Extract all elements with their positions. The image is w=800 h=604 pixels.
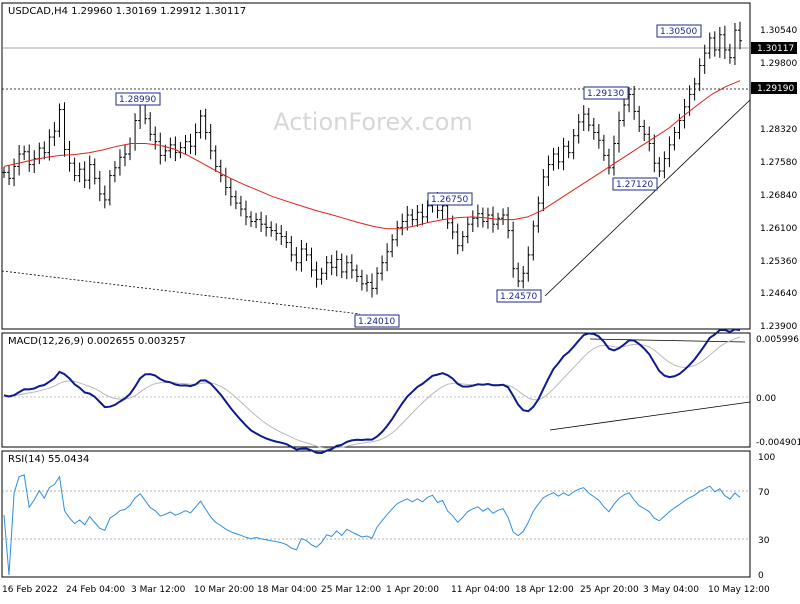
annotation-1-27120: 1.27120: [616, 180, 653, 190]
x-label-16-feb-2022: 16 Feb 2022: [2, 585, 58, 595]
annotation-1-24570: 1.24570: [500, 292, 537, 302]
x-label-25-apr-20-00: 25 Apr 20:00: [580, 585, 639, 595]
x-axis: 16 Feb 2022 24 Feb 04:00 3 Mar 12:00 10 …: [2, 585, 770, 595]
annotation-1-28990-box: [115, 92, 161, 106]
x-label-3-may-04-00: 3 May 04:00: [643, 585, 699, 595]
macd-tick-zero: 0.00: [756, 394, 776, 404]
rsi-tick-0: 0: [758, 571, 764, 581]
rsi-panel-title: RSI(14) 55.0434: [8, 454, 89, 465]
horizontal-line-label: 1.29190: [757, 84, 794, 94]
annotation-1-26750: 1.26750: [431, 195, 468, 205]
x-label-24-feb-04-00: 24 Feb 04:00: [66, 585, 125, 595]
rsi-tick-30: 30: [758, 536, 770, 546]
current-price-label: 1.30117: [757, 44, 794, 54]
macd-bottom-trendline: [549, 401, 751, 431]
annotation-1-29130: 1.29130: [587, 89, 624, 99]
x-label-18-apr-12-00: 18 Apr 12:00: [515, 585, 574, 595]
x-label-1-apr-20-00: 1 Apr 20:00: [386, 585, 439, 595]
macd-panel-title: MACD(12,26,9) 0.002655 0.003257: [8, 336, 186, 347]
y-tick-1-29800: 1.29800: [760, 59, 797, 69]
y-tick-1-30540: 1.30540: [760, 26, 797, 36]
y-tick-1-28320: 1.28320: [760, 125, 797, 135]
annotation-1-24010-box: [354, 314, 400, 328]
annotation-1-29130-box: [583, 86, 629, 100]
rising-support-trendline: [544, 99, 751, 297]
price-y-axis: 1.30540 1.29800 1.28320 1.27580 1.26840 …: [760, 26, 797, 332]
macd-signal-line: [3, 336, 741, 449]
x-label-11-apr-04-00: 11 Apr 04:00: [451, 585, 510, 595]
price-panel-title: USDCAD,H4 1.29960 1.30169 1.29912 1.3011…: [8, 6, 246, 17]
price-bars: [2, 21, 742, 298]
annotation-1-27120-box: [612, 177, 658, 191]
macd-tick-min: -0.004901: [756, 438, 800, 448]
rsi-tick-100: 100: [758, 453, 775, 463]
dashed-descending-trendline: [1, 270, 361, 315]
y-tick-1-24640: 1.24640: [760, 289, 797, 299]
macd-y-axis: 0.005996 0.00 -0.004901: [756, 335, 800, 448]
y-tick-1-23900: 1.23900: [760, 322, 797, 332]
macd-tick-max: 0.005996: [756, 335, 799, 345]
x-label-3-mar-12-00: 3 Mar 12:00: [131, 585, 186, 595]
rsi-y-axis: 100 70 30 0: [758, 453, 775, 581]
y-tick-1-25360: 1.25360: [760, 257, 797, 267]
annotation-1-30500-box: [656, 24, 702, 38]
price-panel-frame: [1, 2, 751, 330]
watermark-text: ActionForex.com: [273, 108, 473, 136]
annotation-1-26750-box: [427, 192, 473, 206]
price-annotations: 1.28990 1.24010 1.26750 1.24570 1.29130 …: [115, 24, 702, 328]
y-tick-1-27580: 1.27580: [760, 158, 797, 168]
annotation-1-30500: 1.30500: [660, 27, 697, 37]
x-label-10-may-12-00: 10 May 12:00: [708, 585, 770, 595]
rsi-tick-70: 70: [758, 488, 770, 498]
rsi-panel-frame: [1, 450, 751, 578]
y-tick-1-26840: 1.26840: [760, 191, 797, 201]
annotation-1-24010: 1.24010: [358, 317, 395, 327]
horizontal-line-box: [751, 82, 797, 94]
annotation-1-28990: 1.28990: [119, 95, 156, 105]
y-tick-1-26100: 1.26100: [760, 224, 797, 234]
macd-panel-frame: [1, 332, 751, 448]
current-price-box: [751, 42, 797, 54]
x-label-25-mar-12-00: 25 Mar 12:00: [321, 585, 381, 595]
macd-top-trendline: [589, 338, 746, 343]
x-label-18-mar-04-00: 18 Mar 04:00: [257, 585, 317, 595]
x-label-10-mar-20-00: 10 Mar 20:00: [194, 585, 254, 595]
rsi-line: [3, 474, 741, 576]
annotation-1-24570-box: [496, 289, 542, 303]
moving-average-line: [3, 80, 741, 230]
macd-line: [3, 328, 741, 455]
